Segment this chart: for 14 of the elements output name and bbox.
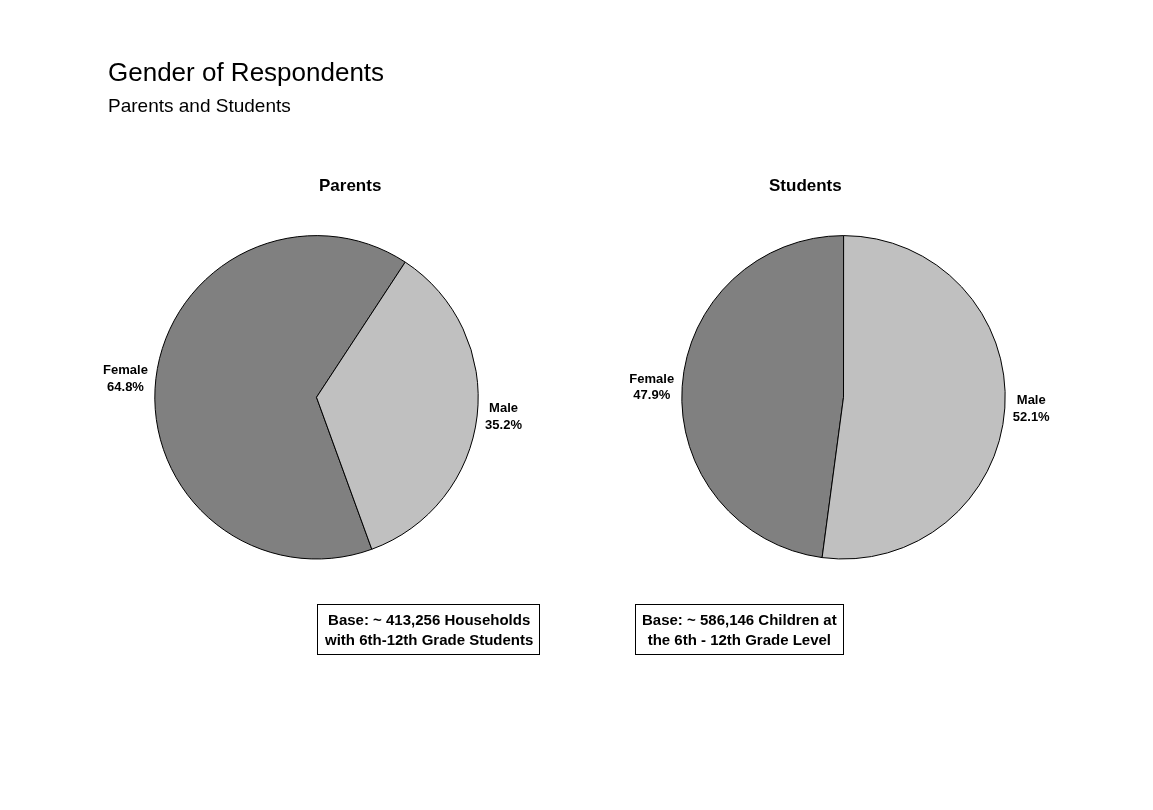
slice-label: Female bbox=[629, 370, 675, 386]
chart-title: Parents bbox=[319, 176, 382, 195]
data-label: 64.8% bbox=[107, 379, 145, 395]
data-label: 35.2% bbox=[485, 417, 523, 433]
text: Parents and Students bbox=[108, 95, 291, 116]
text: Gender of Respondents bbox=[108, 57, 385, 87]
data-label: 47.9% bbox=[633, 387, 671, 403]
text: Base: ~ 586,146 Children at the 6th - 12th Grade Level bbox=[642, 611, 837, 648]
slice-label: Female bbox=[103, 362, 148, 378]
slice-label: Male bbox=[489, 400, 518, 416]
data-label: 52.1% bbox=[1012, 409, 1051, 425]
slice-label: Male bbox=[1016, 392, 1046, 408]
chart-title: Students bbox=[769, 176, 842, 195]
text: Base: ~ 413,256 Households with 6th-12th Grade Students bbox=[324, 611, 534, 648]
